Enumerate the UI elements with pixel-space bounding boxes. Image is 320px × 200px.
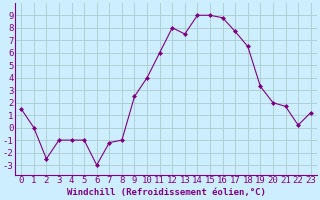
X-axis label: Windchill (Refroidissement éolien,°C): Windchill (Refroidissement éolien,°C) [67,188,265,197]
